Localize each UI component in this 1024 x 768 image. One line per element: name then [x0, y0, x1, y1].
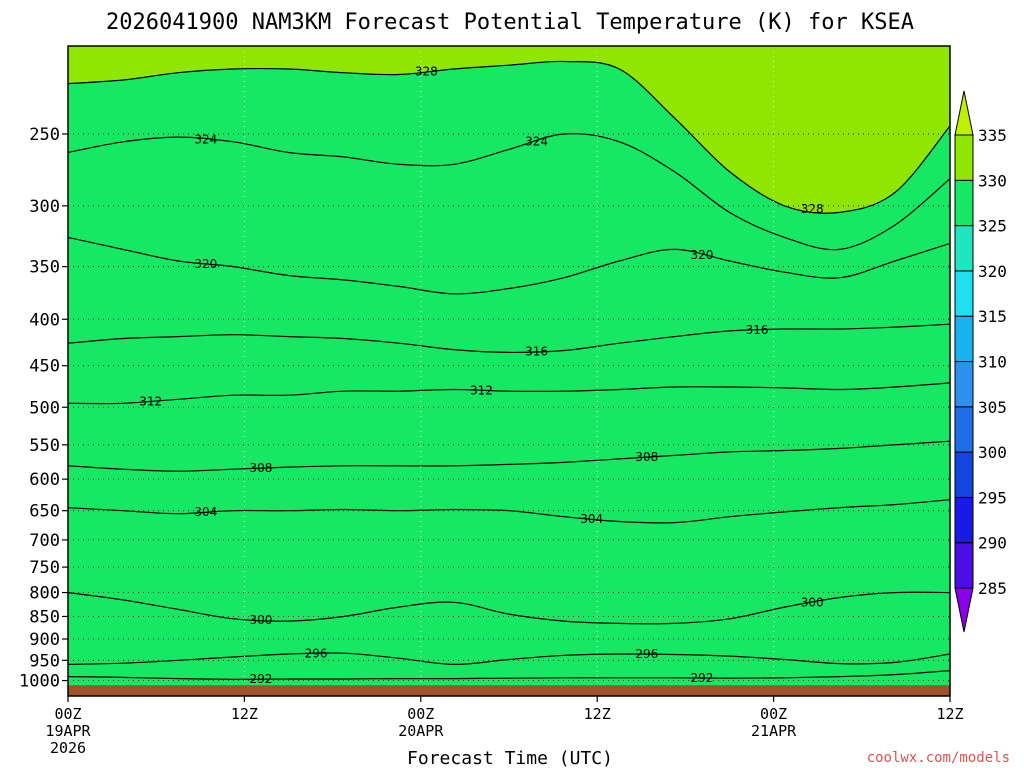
y-tick-label-650: 650	[29, 502, 60, 522]
colorbar-segment-305	[954, 361, 974, 408]
contour-label-304: 304	[580, 512, 603, 526]
colorbar-segment-320	[954, 225, 974, 272]
y-tick-label-950: 950	[29, 651, 60, 671]
contour-324	[68, 133, 950, 251]
contour-label-300: 300	[249, 613, 272, 627]
contour-label-324: 324	[525, 135, 548, 149]
y-tick-label-500: 500	[29, 398, 60, 418]
colorbar-segment-300	[954, 406, 974, 453]
plot-frame	[67, 45, 951, 697]
contour-label-312: 312	[139, 394, 162, 408]
chart-title: 2026041900 NAM3KM Forecast Potential Tem…	[106, 10, 914, 35]
contour-label-320: 320	[194, 257, 217, 271]
x-tick-label-2: 00Z	[407, 705, 434, 723]
colorbar-max-arrow	[954, 90, 974, 136]
contour-label-328: 328	[415, 65, 438, 79]
colorbar-segment-290	[954, 496, 974, 544]
ground-surface	[68, 685, 950, 696]
colorbar-label-295: 295	[978, 488, 1007, 507]
y-tick-label-850: 850	[29, 607, 60, 627]
contour-label-296: 296	[305, 647, 328, 661]
colorbar-label-315: 315	[978, 307, 1007, 326]
colorbar-label-310: 310	[978, 353, 1007, 372]
contour-320	[68, 236, 950, 295]
x-tick-label-5: 12Z	[936, 705, 963, 723]
x-tick-year-0: 2026	[50, 739, 86, 757]
contour-label-312: 312	[470, 383, 493, 397]
contour-label-300: 300	[801, 595, 824, 609]
y-tick-label-400: 400	[29, 310, 60, 330]
contour-300	[68, 591, 950, 625]
y-tick-label-700: 700	[29, 531, 60, 551]
y-tick-label-1000: 1000	[19, 672, 60, 692]
x-tick-label-0: 00Z	[54, 705, 81, 723]
colorbar-segment-295	[954, 451, 974, 498]
x-tick-label-3: 12Z	[584, 705, 611, 723]
contour-label-296: 296	[635, 647, 658, 661]
contour-296	[68, 652, 950, 666]
contour-label-316: 316	[525, 344, 548, 358]
contour-label-292: 292	[690, 671, 713, 685]
colorbar-segment-330	[954, 134, 974, 181]
contour-labels: 292 292 296 296 300 300 304 304 308 308 312 312 316 3…	[139, 65, 823, 686]
y-tick-label-600: 600	[29, 470, 60, 490]
contour-label-324: 324	[194, 132, 217, 146]
x-tick-label-1: 12Z	[231, 705, 258, 723]
contour-label-328: 328	[801, 202, 824, 216]
colorbar-label-330: 330	[978, 171, 1007, 190]
y-tick-label-350: 350	[29, 258, 60, 278]
plot-area	[68, 46, 950, 696]
contour-label-292: 292	[249, 672, 272, 686]
colorbar-label-325: 325	[978, 217, 1007, 236]
contour-308	[68, 440, 950, 472]
contour-label-304: 304	[194, 505, 217, 519]
colorbar-label-320: 320	[978, 262, 1007, 281]
y-tick-label-450: 450	[29, 357, 60, 377]
colorbar: 285 290 295 300 305 310 315 320 325 330 335	[954, 90, 1007, 633]
colorbar-label-335: 335	[978, 126, 1007, 145]
x-axis-label: Forecast Time (UTC)	[407, 748, 613, 768]
x-tick-date-4: 21APR	[751, 722, 797, 740]
x-tick-date-2: 20APR	[398, 722, 444, 740]
colorbar-label-300: 300	[978, 443, 1007, 462]
credit-text: coolwx.com/models	[867, 750, 1010, 766]
colorbar-segment-325	[954, 179, 974, 227]
colorbar-segment-310	[954, 315, 974, 363]
y-axis: 250 300 350 400 450 500 550 600 650 700 750 800 850 9…	[19, 125, 68, 692]
contour-label-320: 320	[690, 248, 713, 262]
colorbar-label-285: 285	[978, 579, 1007, 598]
x-tick-date-0: 19APR	[45, 722, 91, 740]
contour-328	[68, 60, 950, 214]
y-tick-label-550: 550	[29, 436, 60, 456]
contour-312	[68, 382, 950, 405]
colorbar-label-305: 305	[978, 398, 1007, 417]
grid-layer	[68, 46, 950, 696]
contour-label-308: 308	[635, 450, 658, 464]
contour-316	[68, 323, 950, 354]
colorbar-label-290: 290	[978, 534, 1007, 553]
contour-label-308: 308	[249, 461, 272, 475]
contour-label-316: 316	[746, 323, 769, 337]
fill-band-326	[68, 61, 950, 696]
x-tick-label-4: 00Z	[760, 705, 787, 723]
y-tick-label-900: 900	[29, 630, 60, 650]
y-tick-label-250: 250	[29, 125, 60, 145]
colorbar-segment-315	[954, 270, 974, 317]
colorbar-segment-285	[954, 542, 974, 589]
y-tick-label-800: 800	[29, 584, 60, 604]
y-tick-label-750: 750	[29, 558, 60, 578]
colorbar-min-arrow	[954, 587, 974, 633]
contour-292	[68, 670, 950, 681]
y-tick-label-300: 300	[29, 197, 60, 217]
